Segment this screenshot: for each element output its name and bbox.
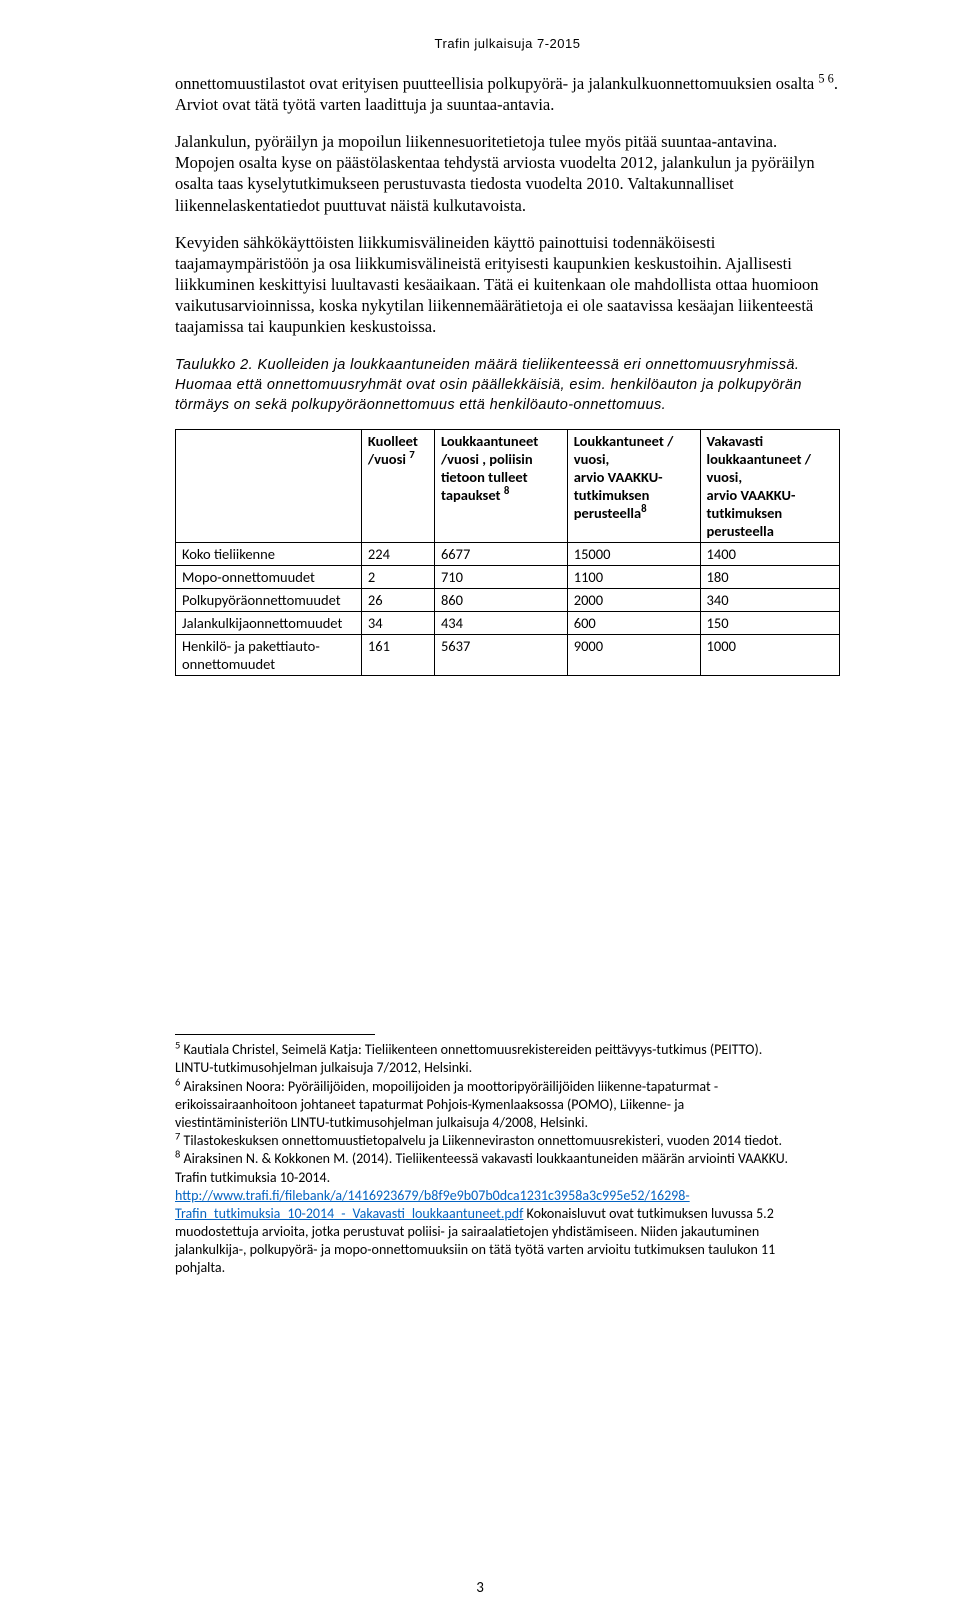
row-c1: 161	[361, 635, 434, 676]
row-c2: 5637	[434, 635, 567, 676]
paragraph-3: Kevyiden sähkökäyttöisten liikkumisvälin…	[175, 232, 840, 338]
h1-sup: 7	[409, 448, 415, 461]
f8-tail: Kokonaisluvut ovat tutkimuksen luvussa 5…	[523, 1205, 773, 1222]
h4-line-b: loukkaantuneet /	[707, 450, 811, 468]
running-header: Trafin julkaisuja 7-2015	[175, 36, 840, 51]
row-c3: 2000	[567, 589, 700, 612]
row-label: Henkilö- ja pakettiauto- onnettomuudet	[176, 635, 362, 676]
h2-line-a: Loukkaantuneet	[441, 432, 538, 450]
f6-c: viestintäministeriön LINTU-tutkimusohjel…	[175, 1114, 588, 1131]
footnote-8: 8 Airaksinen N. & Kokkonen M. (2014). Ti…	[175, 1150, 840, 1277]
f8-link-1[interactable]: http://www.trafi.fi/filebank/a/141692367…	[175, 1187, 690, 1204]
footnote-7: 7 Tilastokeskuksen onnettomuustietopalve…	[175, 1132, 840, 1150]
h4-line-e: tutkimuksen	[707, 504, 783, 522]
h3-sup: 8	[641, 502, 647, 515]
row-label-b: onnettomuudet	[182, 655, 275, 673]
row-c4: 1000	[700, 635, 839, 676]
footnotes-block: 5 Kautiala Christel, Seimelä Katja: Tiel…	[175, 1041, 840, 1277]
row-label: Polkupyöräonnettomuudet	[176, 589, 362, 612]
row-label: Koko tieliikenne	[176, 543, 362, 566]
row-c2: 6677	[434, 543, 567, 566]
h3-line-d: tutkimuksen	[574, 486, 650, 504]
row-c4: 150	[700, 612, 839, 635]
f8-d: jalankulkija-, polkupyörä- ja mopo-onnet…	[175, 1241, 775, 1258]
table-header-loukkantuneet-vaakku: Loukkantuneet / vuosi, arvio VAAKKU- tut…	[567, 430, 700, 543]
table-row: Mopo-onnettomuudet 2 710 1100 180	[176, 566, 840, 589]
f8-link-2[interactable]: Trafin_tutkimuksia_10-2014_-_Vakavasti_l…	[175, 1205, 523, 1222]
paragraph-1: onnettomuustilastot ovat erityisen puutt…	[175, 73, 840, 115]
table-header-vakavasti: Vakavasti loukkaantuneet / vuosi, arvio …	[700, 430, 839, 543]
h2-sup: 8	[504, 484, 510, 497]
table-row: Koko tieliikenne 224 6677 15000 1400	[176, 543, 840, 566]
footnote-6: 6 Airaksinen Noora: Pyöräilijöiden, mopo…	[175, 1078, 840, 1133]
table-caption: Taulukko 2. Kuolleiden ja loukkaantuneid…	[175, 355, 840, 415]
table-row: Henkilö- ja pakettiauto- onnettomuudet 1…	[176, 635, 840, 676]
p1-text-a: onnettomuustilastot ovat erityisen puutt…	[175, 74, 818, 93]
table-header-kuolleet: Kuolleet /vuosi 7	[361, 430, 434, 543]
row-c3: 9000	[567, 635, 700, 676]
f6-b: erikoissairaanhoitoon johtaneet tapaturm…	[175, 1096, 684, 1113]
h2-line-d: tapaukset	[441, 486, 504, 504]
row-c4: 340	[700, 589, 839, 612]
f5-b: LINTU-tutkimusohjelman julkaisuja 7/2012…	[175, 1059, 472, 1076]
row-c3: 1100	[567, 566, 700, 589]
table-header-loukkaantuneet: Loukkaantuneet /vuosi , poliisin tietoon…	[434, 430, 567, 543]
footnote-5: 5 Kautiala Christel, Seimelä Katja: Tiel…	[175, 1041, 840, 1077]
h4-line-d: arvio VAAKKU-	[707, 486, 796, 504]
row-label: Jalankulkijaonnettomuudet	[176, 612, 362, 635]
row-c3: 600	[567, 612, 700, 635]
row-c1: 34	[361, 612, 434, 635]
table-row: Jalankulkijaonnettomuudet 34 434 600 150	[176, 612, 840, 635]
f8-a: Airaksinen N. & Kokkonen M. (2014). Tiel…	[180, 1150, 788, 1167]
page-container: Trafin julkaisuja 7-2015 onnettomuustila…	[0, 0, 960, 1613]
footnote-separator	[175, 1034, 375, 1035]
accident-table: Kuolleet /vuosi 7 Loukkaantuneet /vuosi …	[175, 429, 840, 676]
table-row: Polkupyöräonnettomuudet 26 860 2000 340	[176, 589, 840, 612]
row-c3: 15000	[567, 543, 700, 566]
h2-line-b: /vuosi , poliisin	[441, 450, 533, 468]
f5-a: Kautiala Christel, Seimelä Katja: Tielii…	[180, 1041, 762, 1058]
row-c4: 180	[700, 566, 839, 589]
f7: Tilastokeskuksen onnettomuustietopalvelu…	[180, 1132, 782, 1149]
f6-a: Airaksinen Noora: Pyöräilijöiden, mopoil…	[180, 1078, 718, 1095]
h3-line-b: vuosi,	[574, 450, 610, 468]
footnote-ref-5-6: 5 6	[818, 72, 833, 86]
row-c2: 860	[434, 589, 567, 612]
h2-line-c: tietoon tulleet	[441, 468, 528, 486]
table-header-row: Kuolleet /vuosi 7 Loukkaantuneet /vuosi …	[176, 430, 840, 543]
table-header-empty	[176, 430, 362, 543]
h1-line-b: /vuosi	[368, 450, 409, 468]
row-label-a: Henkilö- ja pakettiauto-	[182, 637, 320, 655]
h3-line-a: Loukkantuneet /	[574, 432, 674, 450]
h4-line-c: vuosi,	[707, 468, 743, 486]
h4-line-a: Vakavasti	[707, 432, 764, 450]
f8-b: Trafin tutkimuksia 10-2014.	[175, 1169, 330, 1186]
row-c1: 2	[361, 566, 434, 589]
page-number: 3	[0, 1579, 960, 1597]
h4-line-f: perusteella	[707, 522, 774, 540]
row-c1: 26	[361, 589, 434, 612]
f8-e: pohjalta.	[175, 1259, 225, 1276]
f8-c: muodostettuja arvioita, jotka perustuvat…	[175, 1223, 759, 1240]
h3-line-c: arvio VAAKKU-	[574, 468, 663, 486]
h3-line-e: perusteella	[574, 504, 641, 522]
footnote-gap	[175, 684, 840, 1034]
paragraph-2: Jalankulun, pyöräilyn ja mopoilun liiken…	[175, 131, 840, 215]
row-c2: 710	[434, 566, 567, 589]
row-c2: 434	[434, 612, 567, 635]
row-c1: 224	[361, 543, 434, 566]
row-label: Mopo-onnettomuudet	[176, 566, 362, 589]
row-c4: 1400	[700, 543, 839, 566]
